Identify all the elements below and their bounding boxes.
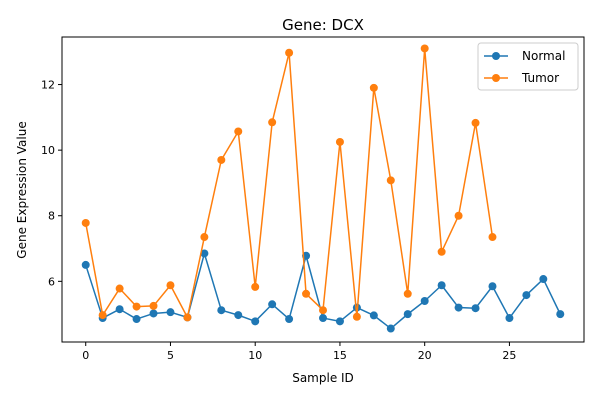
tumor-data-point [403,289,412,298]
normal-data-point [369,311,378,320]
axes-frame [61,36,585,343]
tumor-data-point [200,233,209,242]
tumor-data-point [386,176,395,185]
tumor-data-point [454,211,463,220]
normal-data-point [454,303,463,312]
tumor-data-point [369,83,378,92]
normal-data-point [335,317,344,326]
normal-data-point [522,291,531,300]
tumor-data-point [115,284,124,293]
tumor-series-line [84,47,494,319]
x-tick-label: 0 [82,349,89,362]
normal-data-point [132,315,141,324]
tumor-data-point [251,282,260,291]
legend: Normal Tumor [477,42,579,91]
tumor-data-point [217,155,226,164]
x-tick-label: 10 [248,349,262,362]
tumor-data-point [149,301,158,310]
tumor-legend-label: Tumor [521,71,559,85]
plot-area [81,44,565,333]
normal-data-point [115,305,124,314]
normal-legend-label: Normal [522,49,565,63]
normal-data-point [81,260,90,269]
normal-data-point [386,324,395,333]
normal-data-point [251,317,260,326]
tumor-data-point [98,311,107,320]
normal-data-point [505,314,514,323]
y-tick-label: 6 [48,275,55,288]
tumor-data-point [268,118,277,127]
normal-data-point [471,304,480,313]
normal-data-point [437,281,446,290]
tumor-data-point [471,118,480,127]
normal-data-point [420,297,429,306]
tumor-data-point [420,44,429,53]
tumor-data-point [234,127,243,136]
tumor-data-point [335,137,344,146]
tumor-data-point [437,247,446,256]
x-axis-ticks: 0 5 10 15 20 25 [82,342,516,362]
tumor-data-point [183,313,192,322]
y-axis-ticks: 6 8 10 12 [41,79,62,288]
normal-data-point [217,306,226,315]
y-tick-label: 8 [48,210,55,223]
tumor-data-point [319,306,327,315]
y-tick-label: 12 [41,79,55,92]
tumor-data-point [302,289,311,298]
normal-data-point [285,315,294,324]
normal-data-point [539,275,548,284]
normal-data-point [149,309,158,318]
x-tick-label: 20 [418,349,432,362]
y-tick-label: 10 [41,144,55,157]
tumor-data-point [488,233,497,242]
x-tick-label: 15 [333,349,347,362]
normal-data-point [166,308,175,317]
normal-legend-marker [492,52,500,60]
x-tick-label: 25 [502,349,516,362]
normal-data-point [403,310,412,319]
y-axis-label: Gene Expression Value [15,121,29,258]
x-tick-label: 5 [167,349,174,362]
x-axis-label: Sample ID [292,371,354,385]
tumor-data-point [352,312,361,321]
normal-data-point [488,282,497,291]
normal-data-point [268,300,277,309]
normal-data-point [556,310,565,319]
tumor-data-point [285,48,294,57]
tumor-legend-marker [492,74,500,82]
tumor-data-point [166,281,175,290]
normal-data-point [319,314,327,323]
tumor-data-point [81,218,90,227]
normal-data-point [234,311,243,320]
normal-data-point [200,249,209,258]
tumor-data-point [132,302,141,311]
chart-title: Gene: DCX [282,16,364,34]
